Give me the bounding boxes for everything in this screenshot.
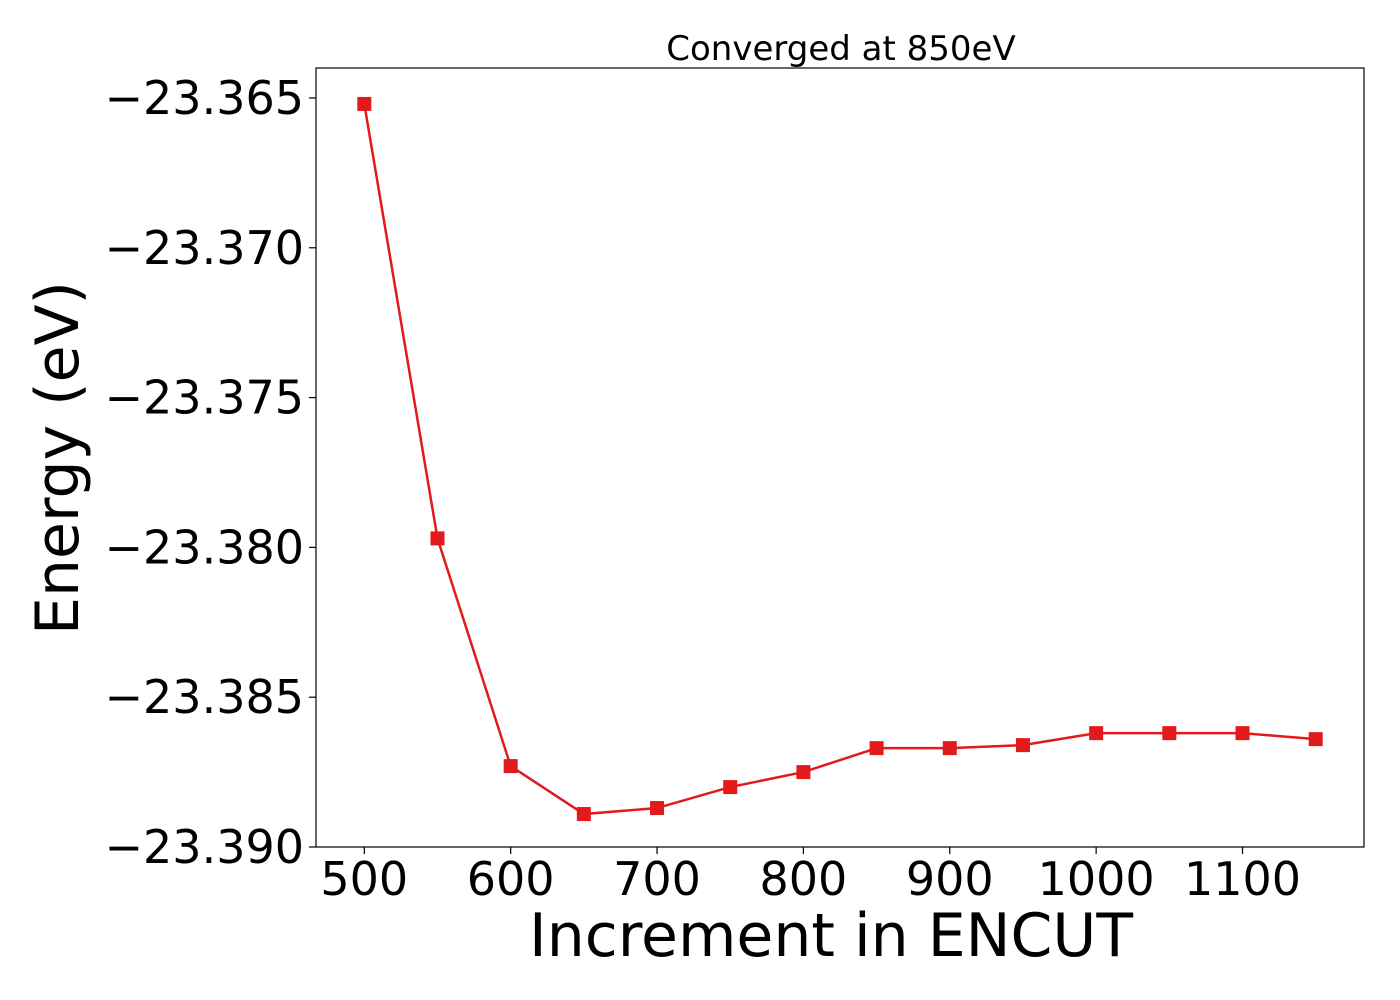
data-point-marker <box>1308 732 1323 747</box>
y-tick-label: −23.375 <box>105 371 305 425</box>
plot-frame <box>315 67 1365 848</box>
data-point-marker <box>869 741 884 756</box>
x-tick-label: 800 <box>760 852 848 906</box>
y-tick-label: −23.380 <box>105 520 305 574</box>
data-point-marker <box>357 96 372 111</box>
data-point-marker <box>1235 726 1250 741</box>
y-tick-label: −23.370 <box>105 221 305 275</box>
y-axis: −23.365 −23.370 −23.375 −23.380 −23.385 −23.3… <box>105 71 316 874</box>
data-point-marker <box>576 807 591 822</box>
y-axis-label: Energy (eV) <box>23 281 93 635</box>
data-point-marker <box>723 780 738 795</box>
x-axis-label: Increment in ENCUT <box>529 901 1133 971</box>
series-layer <box>357 96 1323 822</box>
y-tick-label: −23.365 <box>105 71 305 125</box>
y-tick-label: −23.385 <box>105 670 305 724</box>
series-line <box>363 103 1316 816</box>
data-point-marker <box>1162 726 1177 741</box>
data-point-marker <box>503 759 518 774</box>
data-point-marker <box>650 801 665 816</box>
x-tick-label: 1100 <box>1184 852 1301 906</box>
y-tick-label: −23.390 <box>105 820 305 874</box>
x-tick-label: 700 <box>613 852 701 906</box>
chart-title: Converged at 850eV <box>666 29 1015 69</box>
data-point-marker <box>430 531 445 546</box>
x-tick-label: 1000 <box>1038 852 1155 906</box>
x-axis: 500 600 700 800 900 1000 1100 <box>320 847 1301 906</box>
data-point-marker <box>942 741 957 756</box>
x-tick-label: 600 <box>467 852 555 906</box>
plot-area: 500 600 700 800 900 1000 1100 −23.365−23.370−2… <box>105 67 1365 906</box>
x-tick-label: 500 <box>320 852 408 906</box>
data-point-marker <box>796 765 811 780</box>
x-tick-label: 900 <box>906 852 994 906</box>
data-point-marker <box>1015 738 1030 753</box>
data-point-marker <box>1089 726 1104 741</box>
